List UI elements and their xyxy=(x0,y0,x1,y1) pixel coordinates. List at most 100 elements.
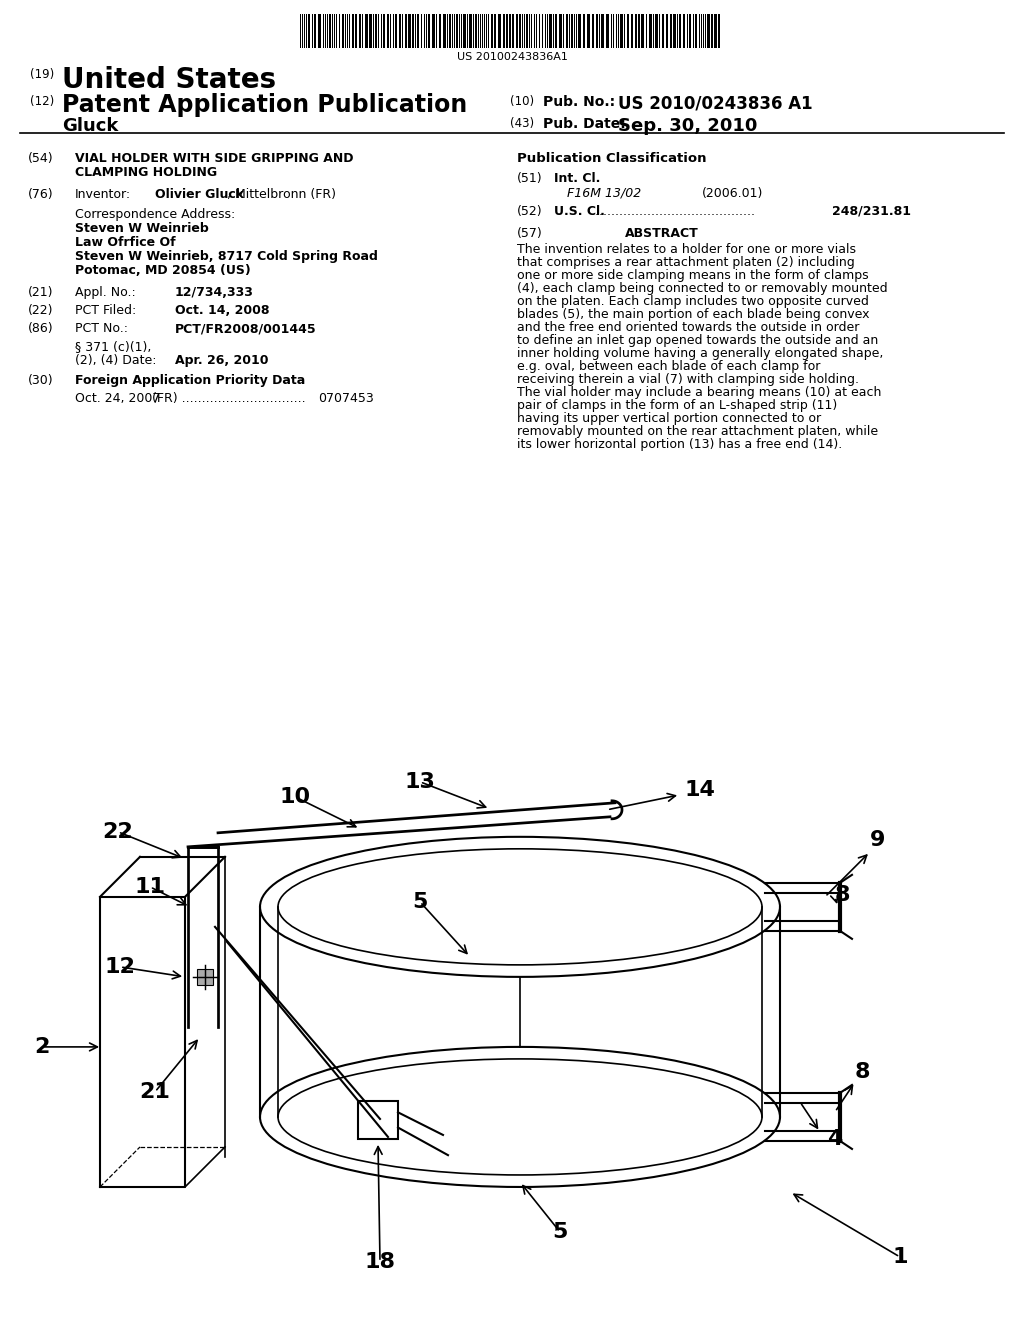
Bar xyxy=(516,15,518,48)
Text: to define an inlet gap opened towards the outside and an: to define an inlet gap opened towards th… xyxy=(517,334,879,347)
Bar xyxy=(718,15,720,48)
Text: (52): (52) xyxy=(517,205,543,218)
Text: Sep. 30, 2010: Sep. 30, 2010 xyxy=(618,117,758,135)
Text: 21: 21 xyxy=(139,1082,170,1102)
Bar xyxy=(375,15,377,48)
Bar xyxy=(711,15,713,48)
Bar xyxy=(352,15,354,48)
Text: (10): (10) xyxy=(510,95,535,108)
Text: removably mounted on the rear attachment platen, while: removably mounted on the rear attachment… xyxy=(517,425,879,438)
Bar xyxy=(631,15,633,48)
Text: Law Ofrfice Of: Law Ofrfice Of xyxy=(75,236,176,249)
Bar xyxy=(428,15,430,48)
Bar xyxy=(329,15,331,48)
Bar xyxy=(359,15,361,48)
Bar xyxy=(519,15,521,48)
Bar xyxy=(490,15,493,48)
Text: its lower horizontal portion (13) has a free end (14).: its lower horizontal portion (13) has a … xyxy=(517,438,843,451)
Text: PCT/FR2008/001445: PCT/FR2008/001445 xyxy=(175,322,316,335)
Text: inner holding volume having a generally elongated shape,: inner holding volume having a generally … xyxy=(517,347,884,360)
Bar xyxy=(469,15,472,48)
Bar xyxy=(555,15,557,48)
Bar xyxy=(714,15,717,48)
Bar xyxy=(383,15,385,48)
Text: (FR) ...............................: (FR) ............................... xyxy=(152,392,305,405)
Text: 0707453: 0707453 xyxy=(318,392,374,405)
Text: 1: 1 xyxy=(892,1247,907,1267)
Bar xyxy=(596,15,598,48)
Text: (2006.01): (2006.01) xyxy=(702,187,763,201)
Text: blades (5), the main portion of each blade being convex: blades (5), the main portion of each bla… xyxy=(517,308,869,321)
Bar xyxy=(662,15,664,48)
Text: The invention relates to a holder for one or more vials: The invention relates to a holder for on… xyxy=(517,243,856,256)
Text: 9: 9 xyxy=(870,830,886,850)
Bar xyxy=(670,15,672,48)
Text: (76): (76) xyxy=(28,187,53,201)
Bar xyxy=(526,15,528,48)
Text: (51): (51) xyxy=(517,172,543,185)
Text: U.S. Cl.: U.S. Cl. xyxy=(554,205,605,218)
Bar xyxy=(666,15,668,48)
Text: Pub. Date:: Pub. Date: xyxy=(543,117,626,131)
Bar xyxy=(399,15,401,48)
Text: (4), each clamp being connected to or removably mounted: (4), each clamp being connected to or re… xyxy=(517,282,888,294)
Text: The vial holder may include a bearing means (10) at each: The vial holder may include a bearing me… xyxy=(517,385,882,399)
Text: US 20100243836A1: US 20100243836A1 xyxy=(457,51,567,62)
Text: Steven W Weinrieb: Steven W Weinrieb xyxy=(75,222,209,235)
Text: ABSTRACT: ABSTRACT xyxy=(625,227,698,240)
Text: PCT No.:: PCT No.: xyxy=(75,322,128,335)
Bar xyxy=(606,15,609,48)
Bar xyxy=(395,15,397,48)
Bar xyxy=(358,1101,398,1139)
Text: , Mittelbronn (FR): , Mittelbronn (FR) xyxy=(227,187,336,201)
Text: on the platen. Each clamp includes two opposite curved: on the platen. Each clamp includes two o… xyxy=(517,294,869,308)
Bar xyxy=(408,15,411,48)
Text: 12: 12 xyxy=(104,957,135,977)
Text: 8: 8 xyxy=(835,884,850,904)
Bar xyxy=(503,15,505,48)
Bar xyxy=(683,15,685,48)
Text: CLAMPING HOLDING: CLAMPING HOLDING xyxy=(75,166,217,180)
Text: 13: 13 xyxy=(404,772,435,792)
Text: 8: 8 xyxy=(854,1061,869,1082)
Bar xyxy=(638,15,640,48)
Text: Inventor:: Inventor: xyxy=(75,187,131,201)
Text: 5: 5 xyxy=(552,1222,567,1242)
Text: 10: 10 xyxy=(280,787,310,807)
Bar xyxy=(314,15,316,48)
Bar xyxy=(369,15,372,48)
Bar xyxy=(355,15,357,48)
Text: (57): (57) xyxy=(517,227,543,240)
Bar xyxy=(571,15,573,48)
Text: Foreign Application Priority Data: Foreign Application Priority Data xyxy=(75,374,305,387)
Bar xyxy=(463,15,466,48)
Text: (21): (21) xyxy=(28,286,53,300)
Bar xyxy=(456,15,458,48)
Bar xyxy=(655,15,658,48)
Bar xyxy=(439,15,441,48)
Bar xyxy=(587,15,590,48)
Bar xyxy=(449,15,451,48)
Text: Gluck: Gluck xyxy=(62,117,119,135)
Text: Oct. 14, 2008: Oct. 14, 2008 xyxy=(175,304,269,317)
Text: having its upper vertical portion connected to or: having its upper vertical portion connec… xyxy=(517,412,821,425)
Bar xyxy=(620,15,623,48)
Text: pair of clamps in the form of an L-shaped strip (11): pair of clamps in the form of an L-shape… xyxy=(517,399,838,412)
Bar xyxy=(412,15,414,48)
Text: Steven W Weinrieb, 8717 Cold Spring Road: Steven W Weinrieb, 8717 Cold Spring Road xyxy=(75,249,378,263)
Bar xyxy=(635,15,637,48)
Text: Patent Application Publication: Patent Application Publication xyxy=(62,92,467,117)
Bar xyxy=(592,15,594,48)
Bar xyxy=(566,15,568,48)
Bar xyxy=(559,15,562,48)
Text: US 2010/0243836 A1: US 2010/0243836 A1 xyxy=(618,95,813,114)
Text: VIAL HOLDER WITH SIDE GRIPPING AND: VIAL HOLDER WITH SIDE GRIPPING AND xyxy=(75,152,353,165)
Text: F16M 13/02: F16M 13/02 xyxy=(567,187,641,201)
Text: 11: 11 xyxy=(134,876,166,896)
Text: Correspondence Address:: Correspondence Address: xyxy=(75,209,236,220)
Text: 14: 14 xyxy=(685,780,716,800)
Bar xyxy=(509,15,511,48)
Text: one or more side clamping means in the form of clamps: one or more side clamping means in the f… xyxy=(517,269,868,282)
Bar xyxy=(506,15,508,48)
Text: Appl. No.:: Appl. No.: xyxy=(75,286,136,300)
